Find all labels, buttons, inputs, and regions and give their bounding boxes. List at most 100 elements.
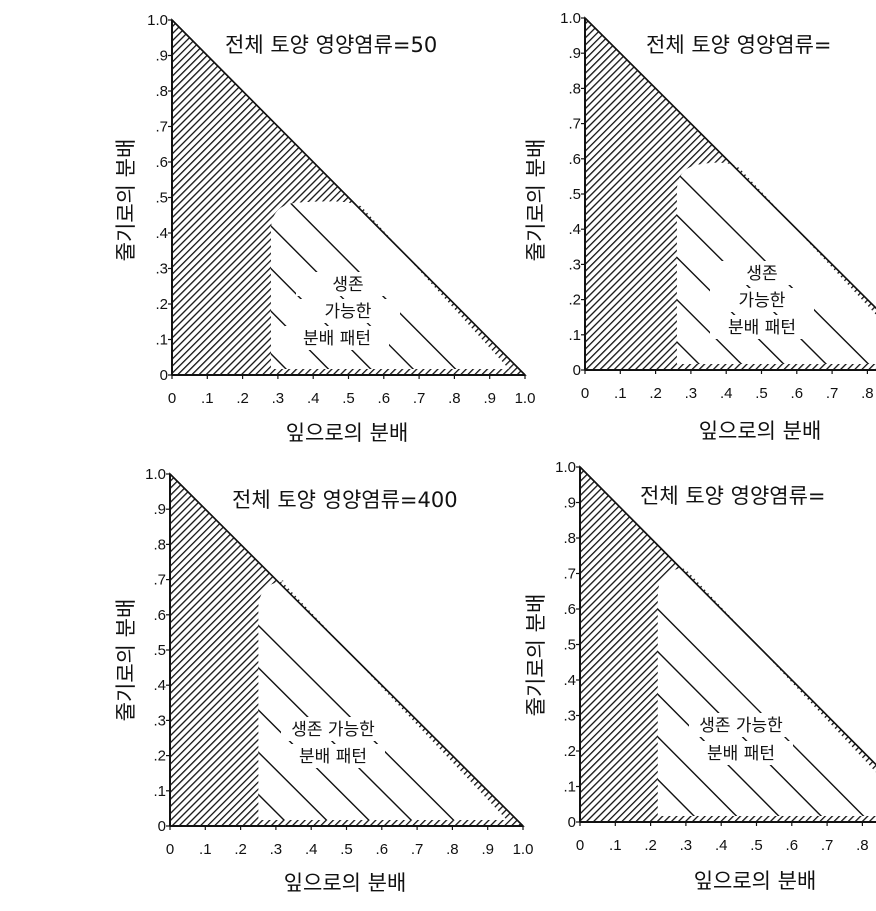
y-tick-label: .1 (563, 779, 576, 796)
chart-panel-2: 0 .1 .2 .3 .4 .5 .6 .7 .8 0 .1 .2 .3 .4 .5 .6 .7 .8 .9 1.0 전… (524, 10, 876, 443)
x-tick-label: .7 (411, 841, 424, 858)
region-label: 분배 패턴 (299, 747, 367, 767)
y-tick-label: 0 (160, 367, 168, 384)
region-label-bg (689, 713, 793, 737)
chart-panel-1: 0 .1 .2 .3 .4 .5 .6 .7 .8 .9 1.0 0 .1 .2 .3 .4 .5 .6 .7 .8.… (114, 12, 535, 445)
panel-title: 전체 토양 영양염류=50 (225, 33, 437, 57)
y-tick-label: .8 (563, 530, 576, 547)
y-tick-label: 0 (568, 814, 576, 831)
y-tick-label: .7 (568, 116, 581, 133)
y-tick-label: .8 (153, 536, 166, 553)
x-tick-label: .4 (720, 385, 733, 402)
region-label-bg (710, 288, 814, 312)
y-tick-label: .4 (155, 225, 168, 242)
y-tick-label: .7 (155, 119, 168, 136)
y-tick-label: .3 (568, 256, 581, 273)
x-tick-label: .5 (342, 390, 355, 407)
y-tick-label: .2 (153, 748, 166, 765)
x-tick-label: .7 (821, 837, 834, 854)
y-tick-label: .9 (155, 48, 168, 65)
y-tick-label: .3 (153, 712, 166, 729)
region-label: 가능한 (325, 302, 372, 322)
x-tick-label: .5 (755, 385, 768, 402)
x-tick-label: .7 (413, 390, 426, 407)
y-tick-label: .9 (563, 495, 576, 512)
x-tick-label: .9 (483, 390, 496, 407)
chart-panel-3: 0 .1 .2 .3 .4 .5 .6 .7 .8 .9 1.0 0 .1 .2 .3 .4 .5 .6 .7 .8.… (114, 466, 533, 895)
x-tick-label: .6 (376, 841, 389, 858)
x-tick-label: .8 (446, 841, 459, 858)
x-tick-label: .4 (307, 390, 320, 407)
y-tick-label: .7 (153, 572, 166, 589)
y-axis-label: 줄기로의 분배 (114, 139, 138, 262)
region-label-bg (281, 744, 385, 768)
x-axis-label: 잎으로의 분배 (699, 419, 822, 443)
x-axis-label: 잎으로의 분배 (694, 869, 817, 893)
panel-title: 전체 토양 영양염류=400 (232, 488, 458, 512)
x-tick-label: 1.0 (513, 841, 534, 858)
y-tick-label: .4 (563, 672, 576, 689)
y-tick-label: .1 (155, 332, 168, 349)
chart-panel-4: 0 .1 .2 .3 .4 .5 .6 .7 .8 0 .1 .2 .3 .4 .5 .6 .7 .8 .9 1.0 전… (524, 459, 876, 893)
x-tick-label: .6 (378, 390, 391, 407)
x-tick-label: .8 (861, 385, 874, 402)
x-tick-label: .8 (856, 837, 869, 854)
x-tick-label: .5 (750, 837, 763, 854)
y-axis-label: 줄기로의 분배 (524, 139, 548, 262)
x-tick-label: .2 (649, 385, 662, 402)
x-tick-label: .1 (201, 390, 214, 407)
y-tick-label: .2 (568, 292, 581, 309)
region-label: 가능한 (739, 291, 786, 311)
hatch-mask (585, 18, 876, 370)
x-tick-label: .2 (236, 390, 249, 407)
region-label-bg (281, 717, 385, 741)
x-tick-label: .5 (340, 841, 353, 858)
region-label-bg (710, 315, 814, 339)
y-tick-label: .9 (153, 501, 166, 518)
y-tick-label: .2 (563, 743, 576, 760)
x-tick-label: .3 (680, 837, 693, 854)
y-tick-label: .6 (155, 154, 168, 171)
region-label-bg (296, 299, 400, 323)
x-tick-label: .3 (685, 385, 698, 402)
y-tick-label: .7 (563, 566, 576, 583)
x-tick-label: 0 (166, 841, 174, 858)
x-tick-label: .4 (305, 841, 318, 858)
y-tick-label: .1 (153, 783, 166, 800)
y-tick-label: 1.0 (560, 10, 581, 27)
hypotenuse (171, 19, 526, 376)
y-axis-label: 줄기로의 분배 (114, 599, 138, 722)
x-tick-label: .1 (614, 385, 627, 402)
region-label: 생존 가능한 (291, 720, 375, 740)
region-label: 생존 (746, 264, 777, 284)
x-tick-label: .6 (786, 837, 799, 854)
region-label: 분배 패턴 (303, 329, 371, 349)
x-tick-label: .3 (272, 390, 285, 407)
y-tick-label: .3 (155, 261, 168, 278)
x-tick-label: .4 (715, 837, 728, 854)
hypotenuse (169, 473, 524, 827)
x-tick-label: .2 (234, 841, 247, 858)
y-tick-label: .9 (568, 45, 581, 62)
y-tick-label: 1.0 (145, 466, 166, 483)
x-tick-label: 1.0 (515, 390, 536, 407)
y-tick-label: .6 (568, 151, 581, 168)
y-tick-label: 1.0 (555, 459, 576, 476)
x-tick-label: .6 (791, 385, 804, 402)
viable-region (657, 566, 876, 816)
x-tick-label: 0 (168, 390, 176, 407)
x-axis-label: 잎으로의 분배 (284, 871, 407, 895)
region-label-bg (296, 272, 400, 296)
y-tick-label: .5 (568, 186, 581, 203)
y-tick-label: .8 (568, 80, 581, 97)
viable-region (258, 579, 507, 820)
hypotenuse (579, 466, 876, 766)
region-label: 분배 패턴 (707, 744, 775, 764)
y-tick-label: .5 (563, 637, 576, 654)
x-tick-label: .3 (270, 841, 283, 858)
y-tick-label: .5 (153, 642, 166, 659)
x-tick-label: 0 (576, 837, 584, 854)
hypotenuse (584, 17, 876, 310)
y-tick-label: .2 (155, 296, 168, 313)
y-axis-label: 줄기로의 분배 (524, 594, 548, 717)
